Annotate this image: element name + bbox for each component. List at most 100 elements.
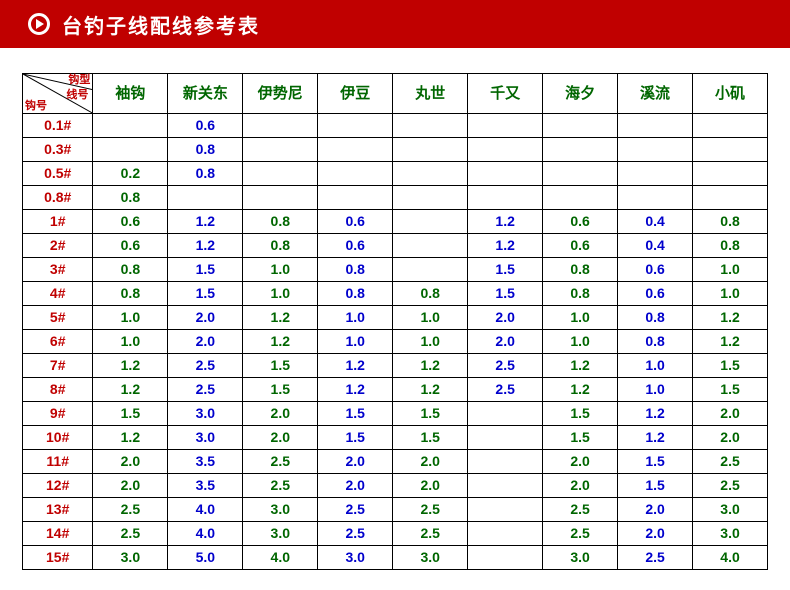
data-cell: 5.0 [168,546,243,570]
data-cell: 3.5 [168,474,243,498]
data-cell [468,138,543,162]
page-title: 台钓子线配线参考表 [62,10,260,39]
data-cell: 2.5 [393,498,468,522]
row-header: 11# [23,450,93,474]
data-cell [318,114,393,138]
data-cell: 3.0 [168,402,243,426]
data-cell [543,162,618,186]
data-cell: 2.0 [468,330,543,354]
table-row: 3#0.81.51.00.81.50.80.61.0 [23,258,768,282]
data-cell [543,138,618,162]
data-cell: 0.8 [243,210,318,234]
row-header: 12# [23,474,93,498]
column-header: 溪流 [618,74,693,114]
table-body: 0.1#0.60.3#0.80.5#0.20.80.8#0.81#0.61.20… [23,114,768,570]
data-cell [618,114,693,138]
data-cell: 1.2 [243,330,318,354]
data-cell [318,138,393,162]
data-cell [468,402,543,426]
data-cell [93,114,168,138]
data-cell: 1.5 [468,282,543,306]
data-cell: 1.2 [93,378,168,402]
data-cell: 2.5 [543,522,618,546]
table-row: 0.3#0.8 [23,138,768,162]
data-cell: 2.0 [243,426,318,450]
data-cell: 2.5 [168,354,243,378]
data-cell: 0.2 [93,162,168,186]
data-cell: 2.0 [168,306,243,330]
data-cell: 1.2 [393,354,468,378]
table-row: 8#1.22.51.51.21.22.51.21.01.5 [23,378,768,402]
data-cell: 1.0 [618,354,693,378]
table-row: 7#1.22.51.51.21.22.51.21.01.5 [23,354,768,378]
data-cell [618,186,693,210]
data-cell: 0.8 [93,282,168,306]
data-cell: 2.0 [93,450,168,474]
data-cell: 2.0 [318,450,393,474]
data-cell [393,210,468,234]
data-cell: 0.6 [618,258,693,282]
column-header: 新关东 [168,74,243,114]
data-cell [693,162,768,186]
reference-table: 钩型 线号 钩号 袖钩新关东伊势尼伊豆丸世千又海夕溪流小矶 0.1#0.60.3… [22,73,768,570]
table-wrap: 钩型 线号 钩号 袖钩新关东伊势尼伊豆丸世千又海夕溪流小矶 0.1#0.60.3… [0,48,790,590]
table-row: 0.5#0.20.8 [23,162,768,186]
data-cell [393,186,468,210]
data-cell: 2.5 [693,450,768,474]
data-cell: 2.5 [468,354,543,378]
data-cell: 2.0 [543,474,618,498]
data-cell [393,114,468,138]
column-header: 小矶 [693,74,768,114]
row-header: 0.5# [23,162,93,186]
data-cell: 3.0 [393,546,468,570]
data-cell: 0.8 [318,282,393,306]
table-row: 13#2.54.03.02.52.52.52.03.0 [23,498,768,522]
data-cell: 1.5 [168,258,243,282]
data-cell: 1.2 [618,402,693,426]
data-cell: 0.8 [168,138,243,162]
data-cell [618,138,693,162]
data-cell [393,138,468,162]
data-cell: 1.0 [318,330,393,354]
data-cell [393,258,468,282]
data-cell: 4.0 [168,522,243,546]
data-cell: 1.0 [393,306,468,330]
corner-label-top: 钩型 [68,75,90,86]
data-cell: 0.6 [318,210,393,234]
column-header: 丸世 [393,74,468,114]
data-cell: 0.8 [93,186,168,210]
data-cell [618,162,693,186]
data-cell: 3.0 [168,426,243,450]
data-cell: 1.2 [693,330,768,354]
column-header: 伊势尼 [243,74,318,114]
table-row: 1#0.61.20.80.61.20.60.40.8 [23,210,768,234]
data-cell [468,162,543,186]
table-row: 4#0.81.51.00.80.81.50.80.61.0 [23,282,768,306]
data-cell [468,522,543,546]
row-header: 10# [23,426,93,450]
data-cell: 1.0 [318,306,393,330]
row-header: 2# [23,234,93,258]
data-cell: 1.5 [393,402,468,426]
table-row: 14#2.54.03.02.52.52.52.03.0 [23,522,768,546]
data-cell [693,138,768,162]
data-cell: 1.2 [618,426,693,450]
data-cell: 2.0 [543,450,618,474]
data-cell: 1.5 [543,402,618,426]
data-cell: 2.0 [168,330,243,354]
data-cell: 2.0 [243,402,318,426]
data-cell [93,138,168,162]
data-cell: 0.8 [693,210,768,234]
data-cell [543,114,618,138]
table-row: 0.1#0.6 [23,114,768,138]
data-cell: 2.0 [618,498,693,522]
data-cell [468,186,543,210]
row-header: 14# [23,522,93,546]
table-row: 12#2.03.52.52.02.02.01.52.5 [23,474,768,498]
row-header: 15# [23,546,93,570]
data-cell: 4.0 [693,546,768,570]
data-cell: 2.0 [618,522,693,546]
data-cell: 1.2 [168,234,243,258]
data-cell [468,450,543,474]
data-cell: 1.5 [693,378,768,402]
